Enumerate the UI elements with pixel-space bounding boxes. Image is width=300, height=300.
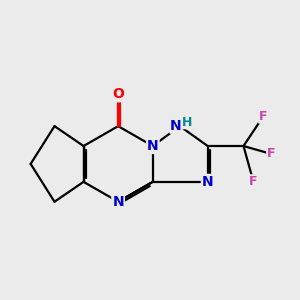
Text: F: F [259, 110, 268, 123]
Text: N: N [170, 119, 182, 133]
Text: N: N [202, 175, 214, 189]
Text: F: F [267, 148, 276, 160]
Text: H: H [182, 116, 192, 129]
Text: F: F [249, 175, 258, 188]
Text: N: N [112, 195, 124, 209]
Text: O: O [112, 87, 124, 101]
Text: N: N [147, 139, 159, 153]
